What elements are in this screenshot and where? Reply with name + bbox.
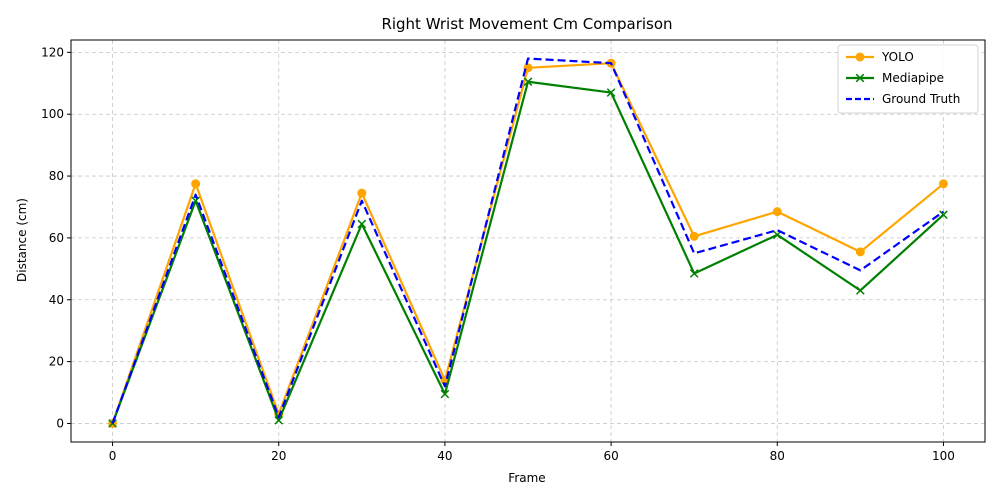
- data-point-mediapipe: [357, 219, 367, 229]
- series-line-mediapipe: [111, 80, 945, 424]
- marker-stroke: [855, 73, 865, 83]
- series-line-yolo: [111, 62, 945, 424]
- x-axis-label: Frame: [508, 471, 545, 485]
- y-tick-label: 40: [49, 293, 64, 307]
- data-point-yolo: [772, 207, 782, 217]
- y-tick-label: 100: [41, 107, 64, 121]
- y-tick-label: 20: [49, 355, 64, 369]
- y-tick-label: 120: [41, 45, 64, 59]
- marker-stroke: [939, 210, 948, 220]
- series-ground-truth: [111, 57, 945, 424]
- chart-title: Right Wrist Movement Cm Comparison: [381, 15, 672, 33]
- data-point-mediapipe: [939, 210, 948, 220]
- x-tick-label: 60: [603, 449, 618, 463]
- x-tick-label: 80: [770, 449, 785, 463]
- marker-stroke: [523, 77, 533, 87]
- data-point-mediapipe: [274, 416, 284, 425]
- legend-label-yolo: YOLO: [881, 50, 914, 64]
- legend: YOLO Mediapipe Ground Truth: [837, 44, 979, 114]
- x-tick-label: 0: [109, 449, 117, 463]
- data-point-yolo: [191, 179, 201, 189]
- y-axis-label: Distance (cm): [15, 198, 29, 282]
- data-point-yolo: [855, 247, 865, 257]
- marker-stroke: [856, 286, 865, 295]
- marker-stroke: [357, 219, 367, 229]
- series-mediapipe: [108, 77, 948, 428]
- legend-label-ground-truth: Ground Truth: [882, 92, 960, 106]
- y-tick-label: 0: [56, 416, 64, 430]
- marker-stroke: [440, 389, 450, 399]
- data-point-yolo: [689, 231, 699, 241]
- axis-ticks: 0 20 40 60 80 100 0 20 40 60 80 100 120: [41, 45, 955, 463]
- y-tick-label: 80: [49, 169, 64, 183]
- marker-stroke: [274, 416, 284, 425]
- data-point-yolo: [357, 188, 367, 198]
- series-line-ground-truth: [111, 57, 945, 424]
- x-tick-label: 40: [437, 449, 452, 463]
- data-point-mediapipe: [606, 88, 616, 97]
- data-point-mediapipe: [440, 389, 450, 399]
- data-point-mediapipe: [689, 269, 699, 278]
- legend-marker-yolo: [855, 52, 865, 62]
- x-tick-label: 100: [932, 449, 955, 463]
- data-point-mediapipe: [856, 286, 865, 295]
- y-tick-label: 60: [49, 231, 64, 245]
- data-point-mediapipe: [523, 77, 533, 87]
- legend-box: [837, 44, 979, 114]
- x-tick-label: 20: [271, 449, 286, 463]
- data-point-yolo: [938, 179, 948, 189]
- legend-label-mediapipe: Mediapipe: [882, 71, 944, 85]
- marker-stroke: [689, 269, 699, 278]
- legend-marker-mediapipe: [855, 73, 865, 83]
- plot-area: [70, 39, 986, 443]
- marker-stroke: [606, 88, 616, 97]
- series-lines: [108, 57, 948, 428]
